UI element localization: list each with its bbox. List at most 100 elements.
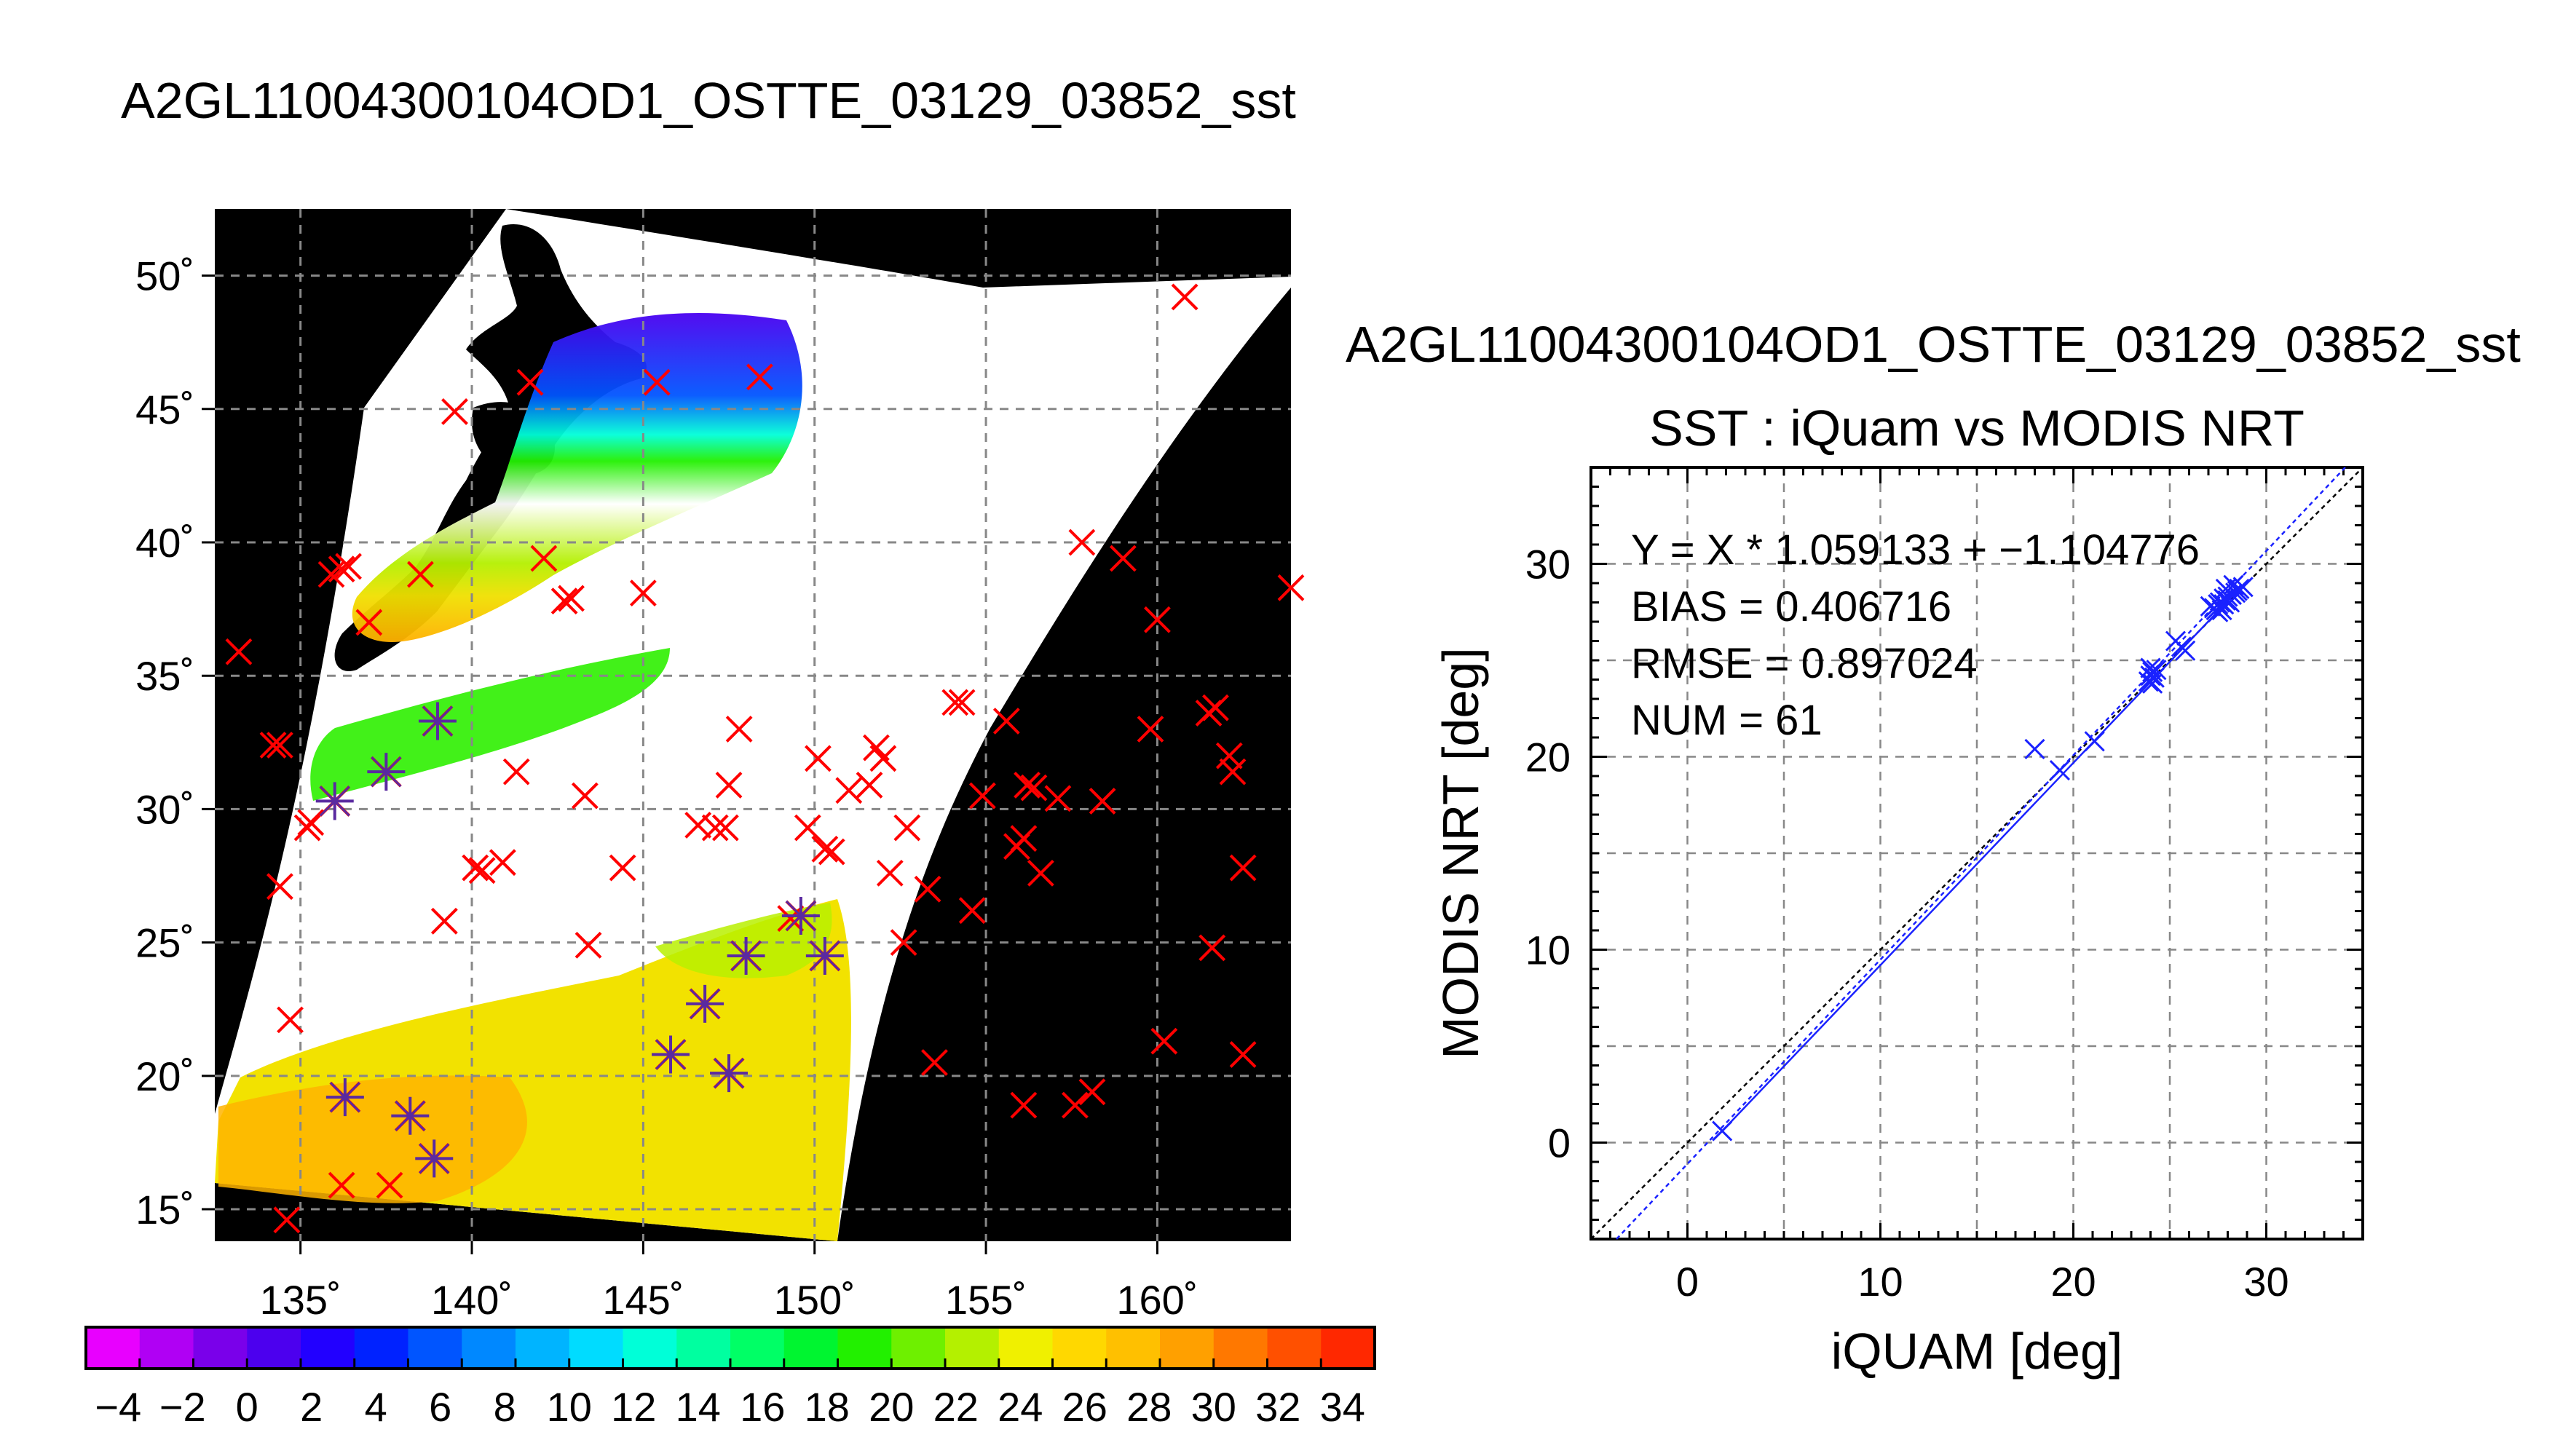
scatter-points: [1712, 574, 2254, 1142]
colorbar-label: 0: [236, 1384, 258, 1430]
matchup-marker-red: [818, 838, 845, 866]
colorbar-segment: [569, 1327, 623, 1369]
page-title: A2GL11004300104OD1_OSTTE_03129_03852_sst: [121, 72, 1296, 129]
matchup-marker-red: [715, 772, 743, 799]
scatter-ytick-label: 20: [1525, 735, 1571, 780]
matchup-marker-red: [1014, 772, 1040, 799]
colorbar-segment: [837, 1327, 892, 1369]
scatter-annotation: Y = X * 1.059133 + −1.104776: [1631, 526, 2200, 574]
matchup-marker-overlap: [367, 753, 406, 791]
colorbar-label: −4: [95, 1384, 141, 1430]
matchup-marker-red: [328, 555, 355, 583]
map-ytick-label: 20˚: [135, 1053, 194, 1099]
scatter-point: [1712, 1120, 1733, 1142]
colorbar: −4 −2 0 2 4 6 8 10 12 14 16 18 20 22 24 26 28 30 32 34: [84, 1326, 1376, 1430]
colorbar-segment: [1213, 1327, 1268, 1369]
matchup-marker-overlap: [781, 896, 820, 935]
colorbar-label: 18: [805, 1384, 850, 1430]
scatter-annotation: BIAS = 0.406716: [1631, 583, 1951, 630]
scatter-ytick-label: 30: [1525, 542, 1571, 587]
matchup-marker-red: [462, 854, 489, 882]
scatter-xlabel: iQUAM [deg]: [1831, 1323, 2123, 1380]
map-ytick-label: 25˚: [135, 920, 194, 966]
colorbar-label: 20: [869, 1384, 914, 1430]
matchup-marker-red: [1144, 606, 1171, 633]
matchup-marker-red: [376, 1171, 403, 1199]
matchup-marker-red: [355, 609, 383, 636]
matchup-marker-red: [893, 814, 921, 842]
matchup-marker-red: [968, 782, 996, 810]
colorbar-label: 28: [1126, 1384, 1172, 1430]
scatter-axes: 0 10 20 30 0 10 20 30: [1525, 466, 2364, 1305]
matchup-marker-red: [225, 638, 253, 665]
matchup-marker-red: [643, 368, 671, 396]
matchup-marker-red: [948, 689, 976, 716]
matchup-marker-overlap: [805, 936, 844, 975]
map-ytick-label: 40˚: [135, 520, 194, 566]
matchup-marker-red: [1229, 1041, 1257, 1068]
matchup-marker-overlap: [391, 1096, 430, 1135]
colorbar-segment: [408, 1327, 462, 1369]
matchup-marker-red: [1010, 1091, 1038, 1119]
matchup-marker-red: [629, 579, 657, 607]
matchup-marker-red: [407, 561, 434, 588]
colorbar-segment: [139, 1327, 194, 1369]
map-xtick-label: 150˚: [774, 1277, 856, 1323]
matchup-marker-red: [277, 1006, 304, 1034]
scatter-point: [2175, 640, 2196, 661]
colorbar-segment: [247, 1327, 301, 1369]
scatter-point: [2146, 660, 2167, 681]
matchup-marker-red: [1068, 529, 1096, 556]
sst-map: 135˚ 140˚ 145˚ 150˚ 155˚ 160˚ 15˚ 20˚ 25˚ 30˚ 35˚ 4…: [135, 209, 1305, 1323]
sst-colored-north: [352, 313, 802, 642]
colorbar-segment: [1160, 1327, 1215, 1369]
matchup-marker-overlap: [325, 1078, 364, 1117]
colorbar-label: 16: [740, 1384, 785, 1430]
matchup-marker-red: [725, 716, 753, 743]
colorbar-label: 26: [1062, 1384, 1107, 1430]
colorbar-segment: [730, 1327, 785, 1369]
matchup-marker-red: [794, 814, 821, 842]
scatter-point: [2232, 577, 2254, 598]
sst-colored-south-warm: [218, 1075, 527, 1203]
scatter-point: [2217, 590, 2238, 611]
matchup-marker-red: [921, 1049, 948, 1076]
matchup-marker-overlap: [652, 1035, 690, 1074]
matchup-marker-red: [468, 857, 496, 885]
matchup-marker-overlap: [418, 702, 457, 740]
map-xtick-label: 135˚: [260, 1277, 341, 1323]
matchup-marker-red: [856, 772, 883, 799]
colorbar-segment: [516, 1327, 570, 1369]
scatter-point: [2049, 759, 2071, 781]
matchup-marker-red: [609, 854, 636, 882]
map-ytick-label: 45˚: [135, 387, 194, 432]
colorbar-label: 2: [300, 1384, 323, 1430]
scatter-xtick-label: 20: [2050, 1259, 2096, 1305]
matchup-marker-red: [335, 553, 362, 580]
map-ytick-label: 35˚: [135, 653, 194, 699]
scatter-point: [2024, 738, 2045, 759]
matchup-marker-red: [1171, 283, 1198, 311]
map-ytick-label: 50˚: [135, 253, 194, 299]
matchup-marker-overlap: [415, 1139, 454, 1178]
colorbar-label: −2: [159, 1384, 206, 1430]
matchup-marker-red: [259, 732, 287, 759]
colorbar-label: 14: [676, 1384, 721, 1430]
matchup-marker-red: [571, 782, 599, 810]
matchup-marker-overlap: [315, 782, 354, 820]
colorbar-segment: [1267, 1327, 1322, 1369]
colorbar-segment: [783, 1327, 838, 1369]
matchup-marker-red: [869, 745, 897, 772]
matchup-marker-red: [701, 814, 729, 842]
matchup-marker-red: [958, 897, 986, 925]
map-ytick-label: 15˚: [135, 1187, 194, 1233]
matchup-marker-red: [328, 1171, 355, 1199]
matchup-marker-red: [876, 859, 904, 887]
colorbar-segment: [945, 1327, 1000, 1369]
matchup-marker-red: [805, 745, 832, 772]
matchup-marker-red: [530, 545, 558, 572]
matchup-marker-red: [811, 835, 839, 863]
matchup-marker-red: [1089, 788, 1116, 815]
map-xtick-label: 155˚: [945, 1277, 1027, 1323]
colorbar-label: 6: [429, 1384, 451, 1430]
